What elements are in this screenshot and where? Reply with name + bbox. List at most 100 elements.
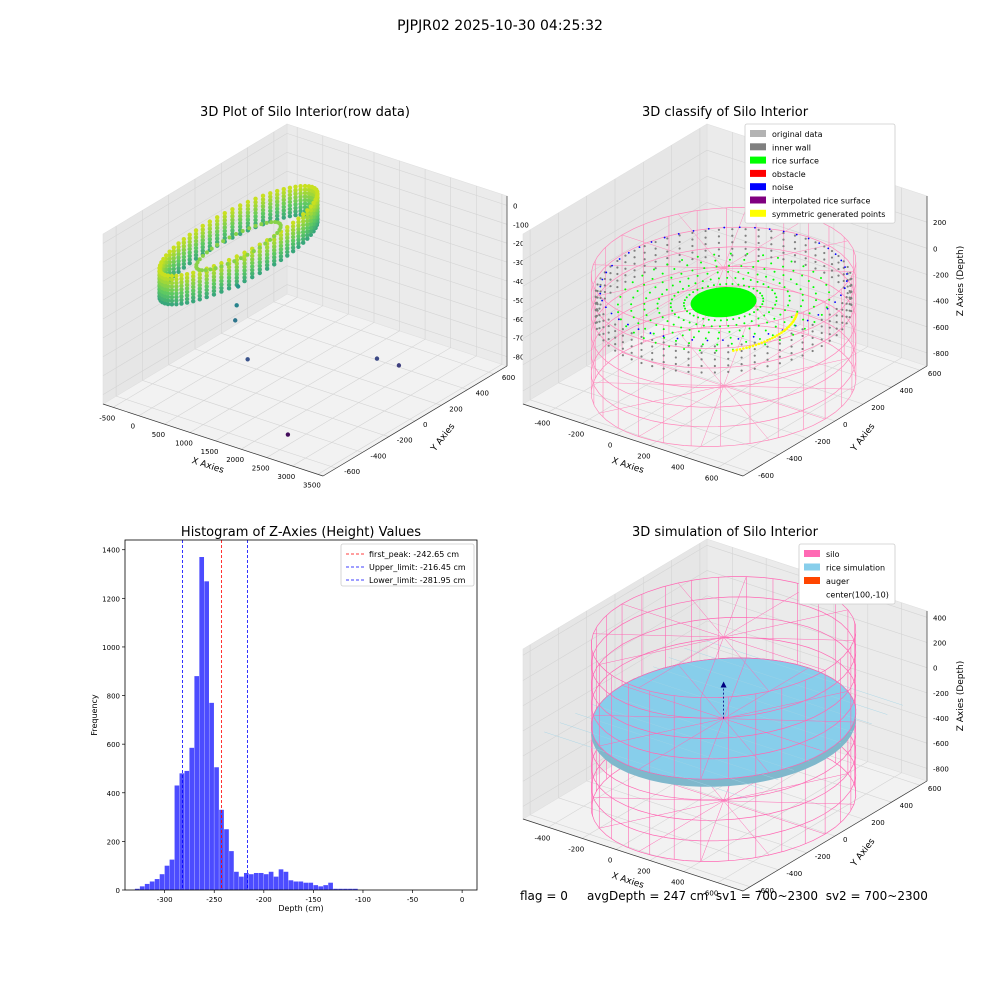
raw-point	[296, 241, 301, 246]
raw-point	[230, 224, 235, 230]
raw-point	[290, 220, 296, 226]
raw-point	[184, 279, 190, 284]
rice-surface-point	[619, 295, 622, 298]
raw-point	[285, 235, 290, 241]
rice-surface-point	[662, 328, 665, 331]
z-gridline	[102, 151, 508, 263]
inner-wall-point	[778, 335, 781, 339]
raw-point	[219, 278, 224, 284]
raw-point	[200, 253, 205, 258]
x-gridline	[164, 144, 349, 425]
raw-point	[208, 267, 213, 272]
inner-wall-point	[793, 254, 797, 257]
rice-surface-point	[776, 256, 779, 259]
rice-surface-point	[828, 291, 831, 294]
chart-raw-data: -5000500100015002000250030003500-600-400…	[99, 105, 546, 489]
silo-spoke	[723, 800, 826, 835]
z-tick-label: 0	[933, 245, 937, 253]
inner-wall-point	[633, 256, 636, 259]
raw-point	[305, 218, 310, 224]
x-tick-label: -500	[99, 414, 115, 422]
raw-point	[302, 190, 308, 196]
raw-point	[191, 295, 196, 300]
histogram-bar	[258, 872, 264, 890]
rice-surface-point	[670, 298, 673, 301]
raw-point	[245, 221, 251, 226]
raw-point	[308, 232, 313, 238]
raw-point	[257, 260, 262, 265]
raw-point	[179, 297, 184, 303]
raw-point	[169, 287, 175, 293]
rice-surface-point	[796, 310, 799, 313]
y-tick-label: 800	[107, 693, 120, 701]
chart-title: 3D Plot of Silo Interior(row data)	[200, 105, 410, 120]
y-tick-label: 400	[900, 387, 913, 395]
inner-wall-point	[778, 349, 781, 352]
noise-point	[723, 226, 726, 229]
rice-surface-point	[694, 282, 697, 285]
raw-point	[278, 257, 284, 263]
noise-point	[706, 339, 709, 342]
raw-point	[240, 228, 245, 233]
y-tick-label: 600	[107, 741, 120, 749]
symmetric-point	[782, 329, 785, 333]
silo-spoke	[723, 358, 848, 387]
y-tick-label: 400	[476, 390, 489, 398]
raw-point	[301, 215, 306, 221]
raw-point	[285, 242, 290, 248]
raw-point	[211, 271, 217, 276]
histogram-bar	[239, 876, 244, 890]
inner-wall-point	[782, 238, 785, 241]
rice-surface-point	[718, 331, 721, 334]
rice-surface-point	[703, 267, 706, 270]
raw-point	[184, 275, 190, 280]
rice-surface-point	[743, 315, 746, 318]
raw-point	[293, 191, 298, 197]
raw-point	[204, 284, 209, 289]
chart-simulation: -400 -200 0 200 400 600 -600 -400 -200 0 200 400 600…	[522, 525, 966, 898]
silo-spoke	[723, 773, 848, 802]
inner-wall-point	[595, 301, 599, 304]
raw-point	[278, 250, 284, 256]
rice-surface-point	[735, 323, 738, 326]
noise-point	[627, 323, 629, 326]
inner-wall-point	[814, 241, 817, 244]
inner-wall-point	[835, 334, 838, 337]
raw-point	[275, 206, 280, 211]
status-flag: flag = 0	[520, 889, 568, 903]
raw-point	[285, 249, 290, 255]
raw-point	[219, 261, 224, 266]
raw-point	[200, 230, 205, 236]
rice-surface-point	[697, 316, 700, 319]
inner-wall-point	[713, 358, 716, 361]
raw-point	[165, 291, 171, 296]
inner-wall-point	[599, 303, 602, 306]
legend-label: silo	[826, 550, 840, 559]
raw-point	[290, 238, 296, 243]
rice-surface-point	[669, 302, 672, 305]
inner-wall-point	[599, 296, 602, 300]
raw-outlier-point	[396, 363, 402, 368]
rice-surface-point	[656, 307, 659, 310]
raw-point	[264, 220, 269, 225]
inner-wall-point	[662, 347, 665, 351]
rice-surface-point	[756, 308, 759, 311]
x-tick-label: 0	[608, 856, 612, 864]
rice-surface-point	[763, 314, 766, 317]
rice-surface-point	[742, 277, 745, 280]
raw-point	[250, 271, 255, 276]
y-tick-label: 0	[116, 887, 120, 895]
raw-point	[285, 228, 290, 233]
inner-wall-point	[640, 335, 643, 338]
silo-spoke	[723, 385, 826, 420]
raw-point	[272, 247, 277, 253]
raw-point	[226, 279, 232, 284]
raw-point	[232, 259, 237, 264]
raw-point	[204, 287, 209, 293]
rice-surface-point	[643, 283, 646, 286]
y-gridline	[116, 395, 337, 469]
histogram-bar	[323, 885, 328, 890]
raw-point	[200, 248, 205, 253]
raw-point	[285, 239, 290, 244]
rice-surface-point	[691, 269, 694, 272]
